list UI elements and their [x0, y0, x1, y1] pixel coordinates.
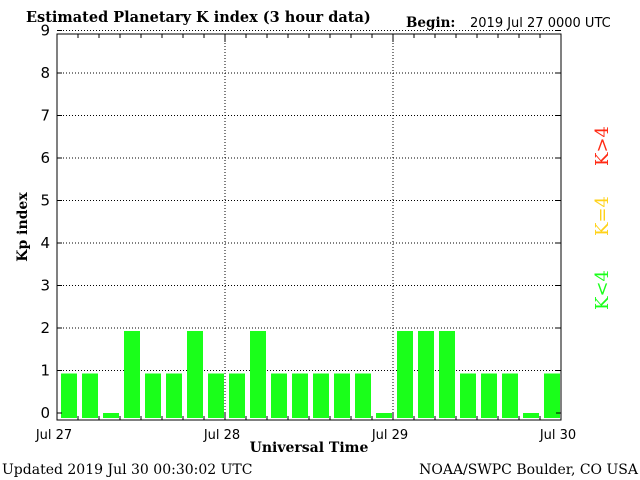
bar-kp-20 — [481, 373, 497, 418]
bar-kp-9 — [250, 331, 266, 418]
chart-title: Estimated Planetary K index (3 hour data… — [26, 9, 371, 26]
legend-entry: K<4 — [592, 270, 613, 310]
bar-kp-8 — [229, 373, 245, 418]
y-tick-label: 2 — [40, 319, 50, 337]
y-tick-label: 7 — [40, 107, 50, 125]
bar-kp-17 — [418, 331, 434, 418]
updated-timestamp: Updated 2019 Jul 30 00:30:02 UTC — [2, 462, 252, 478]
y-tick-label: 6 — [40, 149, 50, 167]
bars — [61, 331, 560, 418]
legend-entry: K>4 — [592, 126, 613, 166]
gridlines — [57, 30, 561, 420]
bar-kp-21 — [502, 373, 518, 418]
bar-kp-15 — [376, 413, 392, 418]
axis-ticks — [56, 30, 562, 420]
bar-kp-6 — [187, 331, 203, 418]
bar-kp-3 — [124, 331, 140, 418]
x-tick-labels: Jul 27 Jul 28 Jul 29 Jul 30 — [35, 428, 576, 443]
begin-label: Begin: — [406, 15, 455, 31]
x-tick-label: Jul 29 — [371, 428, 408, 443]
bar-kp-18 — [439, 331, 455, 418]
source-credit: NOAA/SWPC Boulder, CO USA — [419, 462, 639, 478]
bar-kp-7 — [208, 373, 224, 418]
bar-kp-23 — [544, 373, 560, 418]
x-tick-label: Jul 28 — [203, 428, 240, 443]
y-axis-label: Kp index — [15, 192, 31, 262]
y-tick-labels: 0 1 2 3 4 5 6 7 8 9 — [40, 22, 50, 423]
legend: K<4 K=4 K>4 — [592, 126, 613, 310]
bar-kp-2 — [103, 413, 119, 418]
bar-kp-4 — [145, 373, 161, 418]
y-tick-label: 8 — [40, 64, 50, 82]
begin-value: 2019 Jul 27 0000 UTC — [470, 16, 611, 31]
y-tick-label: 0 — [40, 404, 50, 422]
bar-kp-11 — [292, 373, 308, 418]
bar-kp-1 — [82, 373, 98, 418]
bar-kp-12 — [313, 373, 329, 418]
y-tick-label: 5 — [40, 192, 50, 210]
x-tick-label: Jul 30 — [539, 428, 576, 443]
bar-kp-13 — [334, 373, 350, 418]
y-tick-label: 1 — [40, 362, 50, 380]
y-tick-label: 9 — [40, 22, 50, 40]
bar-kp-22 — [523, 413, 539, 418]
x-tick-label: Jul 27 — [35, 428, 72, 443]
bar-kp-16 — [397, 331, 413, 418]
legend-entry: K=4 — [592, 196, 613, 236]
x-axis-label: Universal Time — [250, 440, 369, 456]
bar-kp-14 — [355, 373, 371, 418]
y-tick-label: 3 — [40, 277, 50, 295]
bar-kp-5 — [166, 373, 182, 418]
bar-kp-10 — [271, 373, 287, 418]
bar-kp-0 — [61, 373, 77, 418]
y-tick-label: 4 — [40, 234, 50, 252]
bar-kp-19 — [460, 373, 476, 418]
